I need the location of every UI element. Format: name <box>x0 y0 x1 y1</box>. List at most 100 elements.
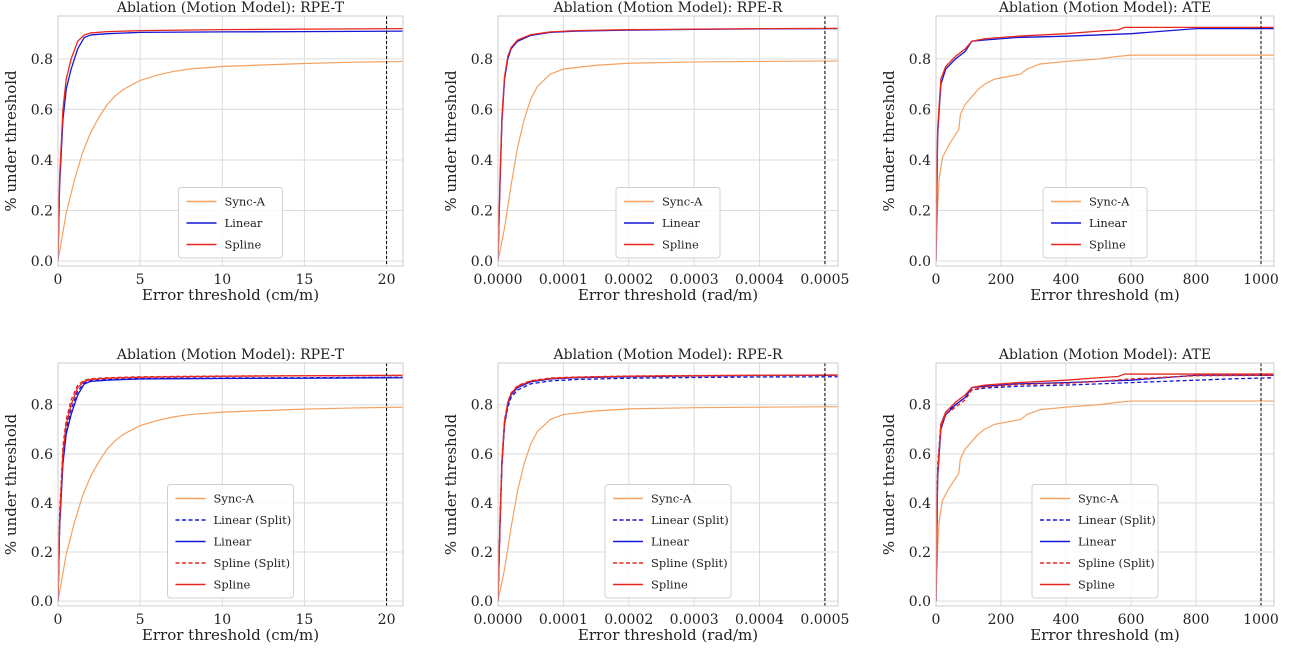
y-tick-label: 0.6 <box>909 447 931 463</box>
x-tick-label: 20 <box>378 272 396 288</box>
x-tick-label: 10 <box>213 612 231 628</box>
legend-box <box>604 484 732 599</box>
chart-4: 0 5 10 15 20 0.0 0.2 0.4 0.6 0.8 Ablation (Motion … <box>2 347 404 644</box>
x-tick-label: 400 <box>1053 612 1080 628</box>
y-tick-label: 0.0 <box>471 594 493 610</box>
chart-title: Ablation (Motion Model): RPE-T <box>116 347 345 363</box>
series-line-spline <box>58 374 403 602</box>
legend-label: Sync-A <box>1089 195 1130 209</box>
y-tick-label: 0.6 <box>471 102 493 118</box>
y-axis-label: % under threshold <box>442 413 460 555</box>
x-tick-label: 0.0001 <box>539 272 588 288</box>
series-line-linear <box>936 27 1274 261</box>
plot-frame <box>57 15 404 267</box>
legend-label: Linear <box>1078 535 1116 549</box>
x-tick-label: 0.0003 <box>670 272 719 288</box>
series-line-spline <box>936 26 1274 261</box>
series-line-sync-a <box>58 60 403 262</box>
x-axis-label: Error threshold (m) <box>1030 626 1179 644</box>
x-tick-label: 0 <box>54 612 63 628</box>
legend-label: Linear <box>651 535 689 549</box>
x-axis-label: Error threshold (m) <box>1030 286 1179 304</box>
series-line-sync-a <box>936 400 1274 602</box>
x-tick-label: 800 <box>1183 272 1210 288</box>
x-axis-label: Error threshold (cm/m) <box>142 286 319 304</box>
legend-label: Linear (Split) <box>214 513 292 527</box>
x-tick-label: 600 <box>1118 612 1145 628</box>
chart-title: Ablation (Motion Model): RPE-R <box>553 0 783 16</box>
legend-label: Linear <box>1089 216 1127 230</box>
series-line-spline <box>498 27 838 261</box>
x-axis-label: Error threshold (rad/m) <box>578 626 758 644</box>
chart-5: 0.0000 0.0001 0.0002 0.0003 0.0004 0.0005 0.0 0… <box>442 347 849 644</box>
y-axis-label: % under threshold <box>880 70 898 212</box>
legend: Sync-A Linear Spline <box>178 187 283 259</box>
legend-label: Spline <box>1078 578 1115 592</box>
legend-label: Spline (Split) <box>1078 556 1155 570</box>
legend-label: Spline <box>651 578 688 592</box>
plot-frame <box>935 362 1275 607</box>
x-tick-label: 15 <box>296 612 314 628</box>
x-tick-label: 0.0004 <box>735 272 784 288</box>
x-tick-label: 1000 <box>1243 612 1279 628</box>
y-tick-label: 0.0 <box>31 254 53 270</box>
y-tick-label: 0.4 <box>31 153 53 169</box>
legend-label: Sync-A <box>662 195 703 209</box>
legend-label: Sync-A <box>651 492 692 506</box>
x-tick-label: 0 <box>932 272 941 288</box>
legend: Sync-A Linear Spline <box>615 187 721 259</box>
y-axis-label: % under threshold <box>880 413 898 555</box>
x-tick-label: 1000 <box>1243 272 1279 288</box>
y-tick-label: 0.0 <box>471 254 493 270</box>
series-group <box>498 16 838 266</box>
series-line-spline-split <box>936 374 1274 602</box>
x-tick-label: 800 <box>1183 612 1210 628</box>
x-tick-label: 0.0001 <box>539 612 588 628</box>
series-line-sync-a <box>58 406 403 602</box>
y-tick-label: 0.8 <box>909 52 931 68</box>
legend-box <box>178 187 283 259</box>
legend: Sync-A Linear (Split) Linear Spline (Split)… <box>604 484 732 599</box>
legend-label: Spline <box>214 578 251 592</box>
series-group <box>498 363 838 606</box>
y-tick-label: 0.6 <box>471 447 493 463</box>
series-line-spline <box>498 374 838 602</box>
x-tick-label: 5 <box>136 272 145 288</box>
series-line-sync-a <box>498 406 838 602</box>
y-tick-label: 0.6 <box>31 102 53 118</box>
chart-2: 0.0000 0.0001 0.0002 0.0003 0.0004 0.0005 0.0 0… <box>442 0 849 304</box>
x-tick-label: 0.0005 <box>800 612 849 628</box>
legend-label: Sync-A <box>1078 492 1119 506</box>
y-tick-label: 0.2 <box>909 545 931 561</box>
y-axis-label: % under threshold <box>442 70 460 212</box>
legend-label: Linear (Split) <box>651 513 729 527</box>
x-tick-label: 200 <box>988 612 1015 628</box>
y-tick-label: 0.4 <box>471 496 493 512</box>
legend: Sync-A Linear (Split) Linear Spline (Split)… <box>167 484 294 599</box>
plot-frame <box>497 362 839 607</box>
x-tick-label: 0.0002 <box>604 612 653 628</box>
legend-label: Spline <box>662 238 699 252</box>
x-axis-label: Error threshold (rad/m) <box>578 286 758 304</box>
plot-frame <box>497 15 839 267</box>
x-tick-label: 0.0002 <box>604 272 653 288</box>
legend-box <box>615 187 721 259</box>
series-group <box>936 16 1274 266</box>
x-tick-label: 0.0005 <box>800 272 849 288</box>
legend-box <box>1042 187 1148 259</box>
y-tick-label: 0.4 <box>909 496 931 512</box>
y-tick-label: 0.6 <box>909 102 931 118</box>
legend-box <box>1031 484 1159 599</box>
series-group <box>58 16 403 266</box>
legend: Sync-A Linear (Split) Linear Spline (Split)… <box>1031 484 1159 599</box>
y-tick-label: 0.0 <box>909 594 931 610</box>
x-tick-label: 0.0000 <box>474 612 523 628</box>
chart-6: 0 200 400 600 800 1000 0.0 0.2 0.4 0.6 0.8 Ablation… <box>880 347 1279 644</box>
chart-title: Ablation (Motion Model): ATE <box>998 347 1211 363</box>
y-tick-label: 0.2 <box>909 203 931 219</box>
plot-frame <box>935 15 1275 267</box>
x-tick-label: 200 <box>988 272 1015 288</box>
legend: Sync-A Linear Spline <box>1042 187 1148 259</box>
y-tick-label: 0.8 <box>471 398 493 414</box>
